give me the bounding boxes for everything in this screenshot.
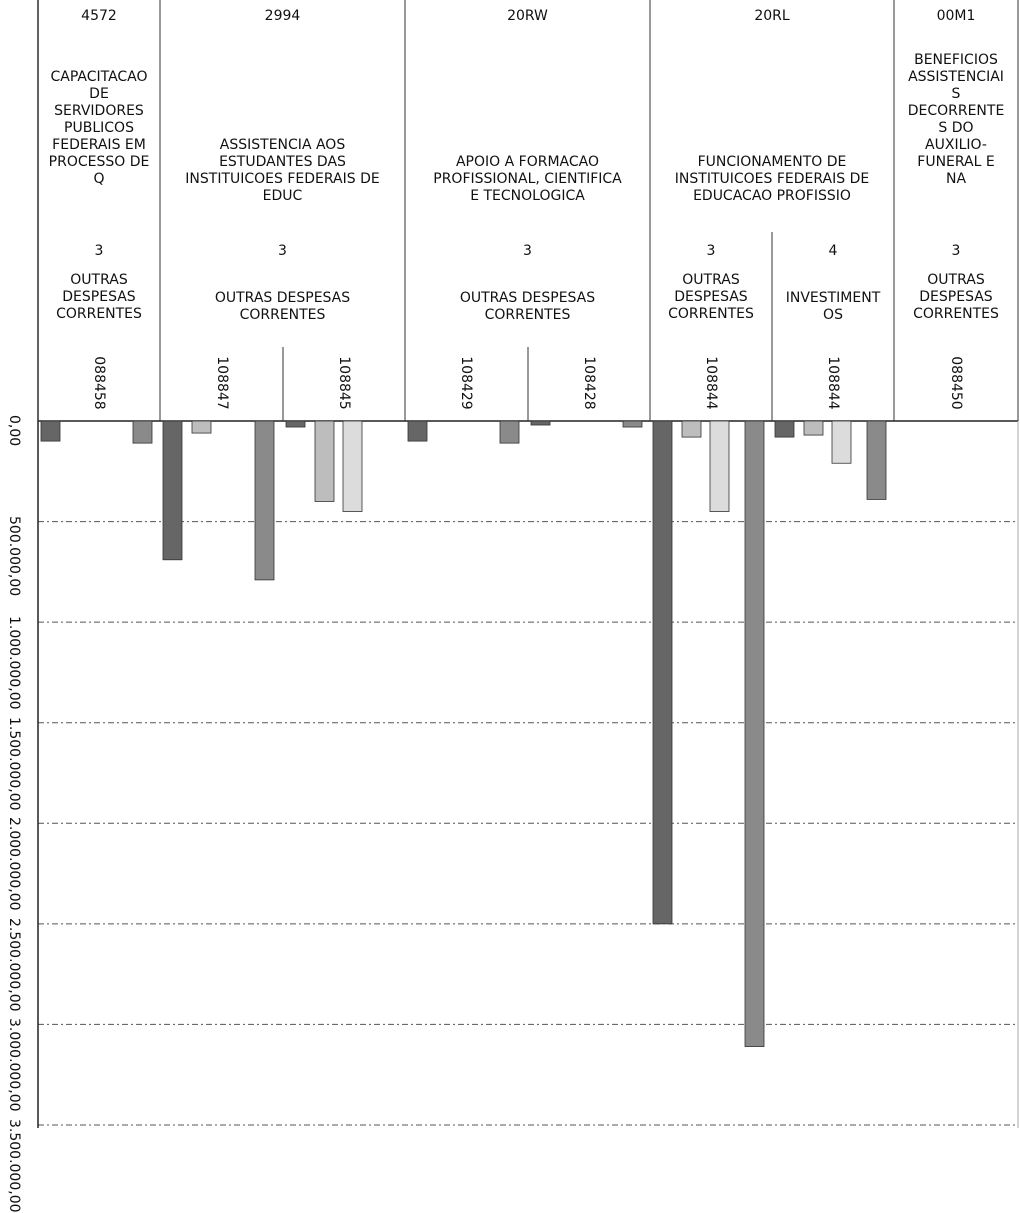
ug-code: 088458 [91, 356, 107, 410]
gnd-code: 3 [94, 243, 104, 259]
category-label: OUTRAS DESPESAS CORRENTES [459, 290, 596, 323]
action-name: BENEFICIOS ASSISTENCIAI S DECORRENTE S D… [907, 52, 1005, 187]
ug-code: 108428 [581, 356, 597, 410]
bar [831, 420, 852, 464]
action-name: ASSISTENCIA AOS ESTUDANTES DAS INSTITUIC… [185, 137, 380, 204]
ug-code: 108845 [336, 356, 352, 410]
category-label: OUTRAS DESPESAS CORRENTES [214, 290, 351, 323]
bar [132, 420, 153, 444]
bar [803, 420, 824, 436]
action-code: 2994 [264, 8, 301, 24]
y-tick-label: 3.500.000,00 [6, 1119, 22, 1213]
category-label: INVESTIMENT OS [785, 290, 881, 323]
y-tick-label: 500.000,00 [6, 515, 22, 596]
ug-code: 108847 [214, 356, 230, 410]
bar [254, 420, 275, 581]
y-tick-label: 1.500.000,00 [6, 716, 22, 811]
action-code: 4572 [81, 8, 117, 24]
gnd-code: 3 [278, 243, 287, 259]
y-tick-label: 2.500.000,00 [6, 917, 22, 1012]
gnd-code: 3 [951, 243, 961, 259]
ug-code: 108844 [703, 356, 719, 410]
ug-code: 108844 [825, 356, 841, 410]
y-tick-label: 0,00 [6, 415, 22, 447]
bar [314, 420, 335, 502]
ug-code: 088450 [948, 356, 964, 410]
category-label: OUTRAS DESPESAS CORRENTES [913, 272, 999, 322]
bar [342, 420, 363, 512]
bar [499, 420, 520, 444]
gnd-code: 3 [706, 243, 716, 259]
category-label: OUTRAS DESPESAS CORRENTES [56, 272, 142, 322]
bar [191, 420, 212, 434]
y-tick-label: 2.000.000,00 [6, 817, 22, 911]
bar [530, 420, 551, 426]
bar [162, 420, 183, 561]
bar [744, 420, 765, 1047]
gnd-code: 3 [523, 243, 532, 259]
bar [40, 420, 61, 442]
ug-code: 108429 [458, 356, 474, 410]
gnd-code: 4 [828, 243, 838, 259]
action-name: FUNCIONAMENTO DE INSTITUICOES FEDERAIS D… [674, 154, 870, 204]
chart-svg [37, 0, 1019, 1128]
bar [709, 420, 730, 512]
category-label: OUTRAS DESPESAS CORRENTES [668, 272, 754, 322]
action-code: 00M1 [936, 8, 976, 24]
bar [285, 420, 306, 428]
bar [652, 420, 673, 925]
bar [681, 420, 702, 438]
action-name: CAPACITACAO DE SERVIDORES PUBLICOS FEDER… [48, 69, 150, 187]
y-tick-label: 3.000.000,00 [6, 1018, 22, 1112]
action-code: 20RW [507, 8, 548, 24]
y-tick-label: 1.000.000,00 [6, 616, 22, 710]
action-code: 20RL [754, 8, 790, 24]
bar [407, 420, 428, 442]
bar [774, 420, 795, 438]
action-name: APOIO A FORMACAO PROFISSIONAL, CIENTIFIC… [433, 154, 622, 204]
bar [622, 420, 643, 428]
bar [866, 420, 887, 500]
